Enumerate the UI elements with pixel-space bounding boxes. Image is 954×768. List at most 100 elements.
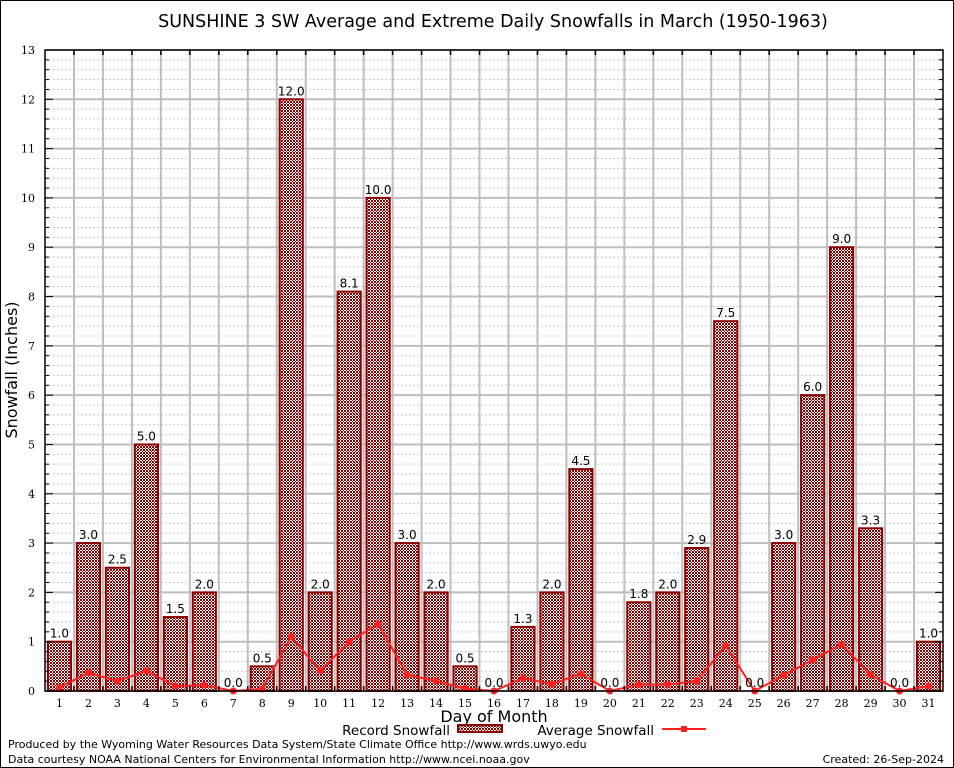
y-tick-label: 0 (28, 685, 35, 698)
chart-title: SUNSHINE 3 SW Average and Extreme Daily … (158, 12, 828, 32)
record-bar-day-21 (626, 601, 652, 692)
bar-value-label: 10.0 (365, 183, 392, 197)
x-tick-label: 20 (603, 697, 617, 710)
bar-value-label: 12.0 (278, 84, 305, 98)
x-tick-label: 23 (690, 697, 704, 710)
average-point-day-5 (171, 682, 179, 690)
average-point-day-18 (548, 680, 556, 688)
record-bar-day-5 (162, 616, 188, 692)
y-tick-label: 2 (28, 586, 35, 599)
bar-value-label: 0.5 (455, 651, 474, 665)
average-point-day-10 (316, 667, 324, 675)
plot-border (44, 49, 944, 692)
x-tick-label: 6 (201, 697, 208, 710)
average-point-day-21 (635, 681, 643, 689)
bar-labels: 1.0 3.0 2.5 5.0 1.5 2.0 0.0 0.5 12.0 2.0 8.1 10.0 3.… (50, 84, 938, 690)
average-point-day-11 (345, 638, 353, 646)
y-tick-label: 7 (28, 340, 35, 353)
y-tick-label: 8 (28, 291, 35, 304)
y-tick-label: 9 (28, 241, 35, 254)
bar-value-label: 5.0 (137, 429, 156, 443)
record-bar-day-26 (771, 542, 797, 692)
average-point-day-12 (374, 620, 382, 628)
average-point-day-28 (838, 640, 846, 648)
legend-record-swatch (457, 724, 503, 733)
bar-value-label: 7.5 (716, 306, 735, 320)
y-tick-label: 4 (28, 488, 35, 501)
record-bar-day-27 (800, 394, 826, 692)
average-point-day-6 (200, 681, 208, 689)
record-bar-day-19 (568, 468, 594, 692)
x-tick-label: 29 (864, 697, 878, 710)
y-tick-label: 10 (21, 192, 35, 205)
average-point-day-23 (693, 677, 701, 685)
bar-value-label: 2.0 (195, 577, 214, 591)
x-tick-label: 3 (114, 697, 121, 710)
x-tick-label: 13 (400, 697, 414, 710)
x-tick-label: 19 (574, 697, 588, 710)
x-tick-label: 16 (487, 697, 501, 710)
average-point-day-4 (142, 667, 150, 675)
x-axis-label: Day of Month (440, 707, 547, 726)
y-tick-label: 6 (28, 389, 35, 402)
footer-data-courtesy: Data courtesy NOAA National Centers for … (8, 753, 530, 766)
x-tick-label: 8 (259, 697, 266, 710)
x-tick-label: 1 (56, 697, 63, 710)
x-tick-label: 31 (922, 697, 936, 710)
x-tick-label: 14 (429, 697, 443, 710)
footer-created: Created: 26-Sep-2024 (823, 753, 944, 766)
y-tick-label: 1 (28, 636, 35, 649)
record-bar-day-6 (191, 591, 217, 693)
average-point-day-17 (519, 674, 527, 682)
bar-value-label: 2.0 (658, 577, 677, 591)
y-tick-label: 11 (21, 143, 35, 156)
bar-value-label: 8.1 (340, 277, 359, 291)
average-point-day-1 (55, 684, 63, 692)
average-point-day-24 (722, 642, 730, 650)
x-tick-label: 11 (342, 697, 356, 710)
x-tick-label: 28 (835, 697, 849, 710)
y-axis-label: Snowfall (Inches) (2, 301, 21, 438)
bar-value-label: 2.0 (427, 577, 446, 591)
record-bar-day-4 (133, 443, 159, 693)
bar-value-label: 1.0 (919, 627, 938, 641)
record-bar-day-12 (365, 196, 391, 693)
average-point-day-29 (867, 671, 875, 679)
bar-value-label: 0.0 (890, 676, 909, 690)
bar-value-label: 0.0 (600, 676, 619, 690)
bar-value-label: 1.3 (513, 612, 532, 626)
record-bar-day-22 (655, 591, 681, 693)
average-point-day-26 (780, 671, 788, 679)
bar-value-label: 1.8 (629, 587, 648, 601)
bar-value-label: 9.0 (832, 232, 851, 246)
average-point-day-14 (432, 677, 440, 685)
bar-value-label: 0.0 (745, 676, 764, 690)
record-bar-day-9 (278, 98, 304, 693)
x-tick-label: 30 (893, 697, 907, 710)
y-tick-label: 3 (28, 537, 35, 550)
bar-value-label: 4.5 (571, 454, 590, 468)
x-tick-label: 9 (288, 697, 295, 710)
x-tick-label: 2 (85, 697, 92, 710)
x-tick-label: 17 (516, 697, 530, 710)
footer-produced-by: Produced by the Wyoming Water Resources … (8, 738, 587, 751)
average-point-day-9 (287, 633, 295, 641)
bar-value-label: 0.0 (224, 676, 243, 690)
x-tick-label: 10 (313, 697, 327, 710)
x-tick-label: 15 (458, 697, 472, 710)
bar-value-label: 3.3 (861, 513, 880, 527)
record-bar-day-13 (394, 542, 420, 692)
average-point-day-19 (577, 670, 585, 678)
x-tick-label: 26 (777, 697, 791, 710)
record-bar-day-23 (684, 547, 710, 692)
bar-value-label: 3.0 (79, 528, 98, 542)
record-bar-day-10 (307, 591, 333, 693)
record-bar-day-18 (539, 591, 565, 693)
x-tick-label: 21 (632, 697, 646, 710)
x-tick-label: 4 (143, 697, 150, 710)
y-tick-label: 13 (21, 44, 35, 57)
bar-value-label: 0.5 (253, 651, 272, 665)
bar-value-label: 2.0 (542, 577, 561, 591)
